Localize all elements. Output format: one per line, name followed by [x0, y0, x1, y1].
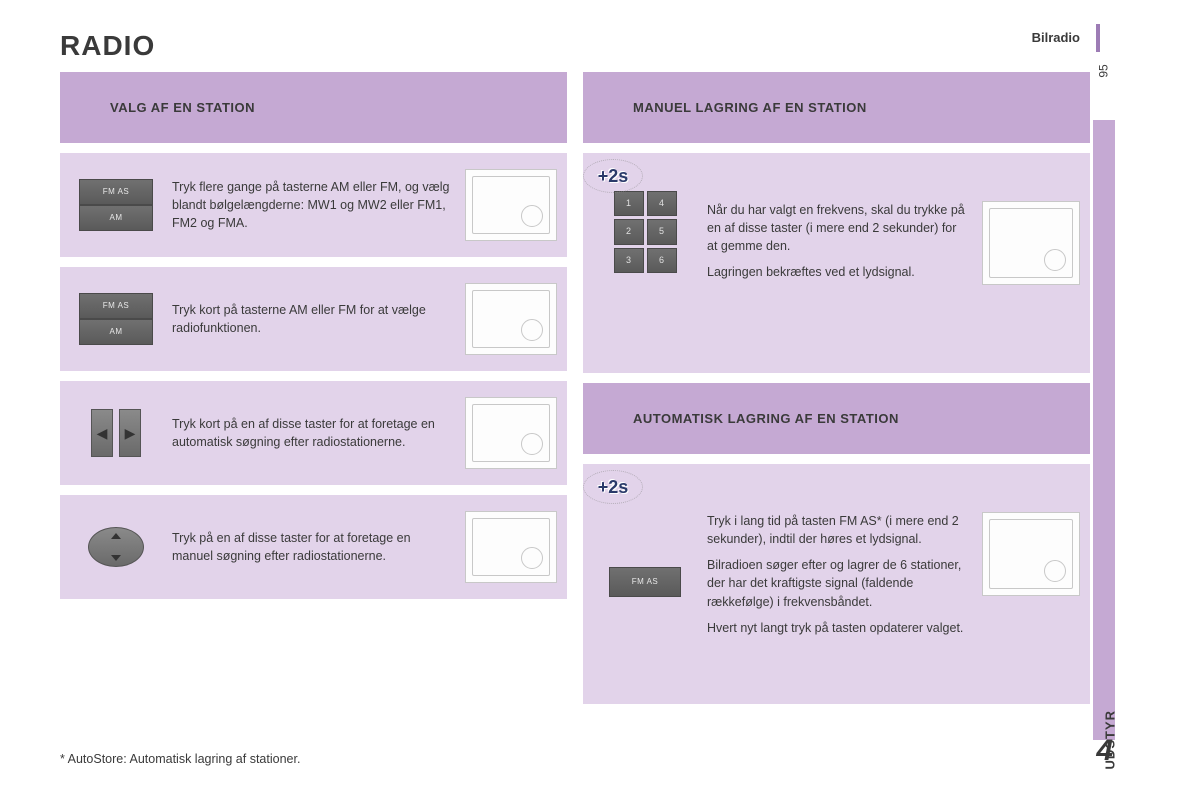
radio-diagram-icon: [465, 283, 557, 355]
page-category: Bilradio: [1032, 30, 1080, 45]
paragraph: Tryk i lang tid på tasten FM AS* (i mere…: [707, 512, 968, 548]
step-text: Tryk kort på tasterne AM eller FM for at…: [172, 301, 451, 337]
am-button: AM: [79, 319, 153, 345]
key-3: 3: [614, 248, 644, 273]
hold-2s-badge-icon: +2s: [583, 159, 643, 193]
dpad-icon: [74, 516, 158, 578]
side-tab: [1093, 120, 1115, 740]
step-box: Tryk på en af disse taster for at foreta…: [60, 495, 567, 599]
step-text: Når du har valgt en frekvens, skal du tr…: [707, 201, 968, 290]
radio-diagram-icon: [465, 169, 557, 241]
fm-as-button: FM AS: [79, 293, 153, 319]
page-number: 95: [1096, 64, 1110, 77]
accent-bar: [1096, 24, 1100, 52]
page-title: RADIO: [60, 30, 1090, 62]
section-header-select: VALG AF EN STATION: [60, 72, 567, 143]
key-6: 6: [647, 248, 677, 273]
paragraph: Bilradioen søger efter og lagrer de 6 st…: [707, 556, 968, 610]
radio-diagram-icon: [982, 201, 1080, 285]
fm-as-button-icon: FM AS: [597, 512, 693, 582]
chapter-number: 4: [1096, 734, 1113, 768]
step-text: Tryk flere gange på tasterne AM eller FM…: [172, 178, 451, 232]
fm-as-button: FM AS: [79, 179, 153, 205]
key-4: 4: [647, 191, 677, 216]
fm-as-button: FM AS: [609, 567, 681, 597]
arrow-left-icon: ◀: [91, 409, 113, 457]
step-box: +2s FM AS Tryk i lang tid på tasten FM A…: [583, 464, 1090, 704]
radio-diagram-icon: [465, 397, 557, 469]
step-box: +2s 1 4 2 5 3 6 Når du har valgt en: [583, 153, 1090, 373]
step-box: FM AS AM Tryk flere gange på tasterne AM…: [60, 153, 567, 257]
right-column: MANUEL LAGRING AF EN STATION +2s 1 4 2 5…: [583, 72, 1090, 704]
paragraph: Hvert nyt langt tryk på tasten opdaterer…: [707, 619, 968, 637]
paragraph: Når du har valgt en frekvens, skal du tr…: [707, 201, 968, 255]
key-5: 5: [647, 219, 677, 244]
step-text: Tryk i lang tid på tasten FM AS* (i mere…: [707, 512, 968, 645]
step-box: FM AS AM Tryk kort på tasterne AM eller …: [60, 267, 567, 371]
step-text: Tryk på en af disse taster for at foreta…: [172, 529, 451, 565]
step-text: Tryk kort på en af disse taster for at f…: [172, 415, 451, 451]
step-box: ◀ ▶ Tryk kort på en af disse taster for …: [60, 381, 567, 485]
fm-am-buttons-icon: FM AS AM: [74, 174, 158, 236]
section-header-manual: MANUEL LAGRING AF EN STATION: [583, 72, 1090, 143]
hold-2s-badge-icon: +2s: [583, 470, 643, 504]
paragraph: Lagringen bekræftes ved et lydsignal.: [707, 263, 968, 281]
radio-diagram-icon: [982, 512, 1080, 596]
arrow-right-icon: ▶: [119, 409, 141, 457]
fm-am-buttons-icon: FM AS AM: [74, 288, 158, 350]
key-1: 1: [614, 191, 644, 216]
radio-diagram-icon: [465, 511, 557, 583]
left-right-arrows-icon: ◀ ▶: [74, 402, 158, 464]
footnote: * AutoStore: Automatisk lagring af stati…: [60, 752, 300, 766]
section-header-auto: AUTOMATISK LAGRING AF EN STATION: [583, 383, 1090, 454]
keypad-icon: 1 4 2 5 3 6: [597, 201, 693, 263]
am-button: AM: [79, 205, 153, 231]
left-column: VALG AF EN STATION FM AS AM Tryk flere g…: [60, 72, 567, 704]
key-2: 2: [614, 219, 644, 244]
